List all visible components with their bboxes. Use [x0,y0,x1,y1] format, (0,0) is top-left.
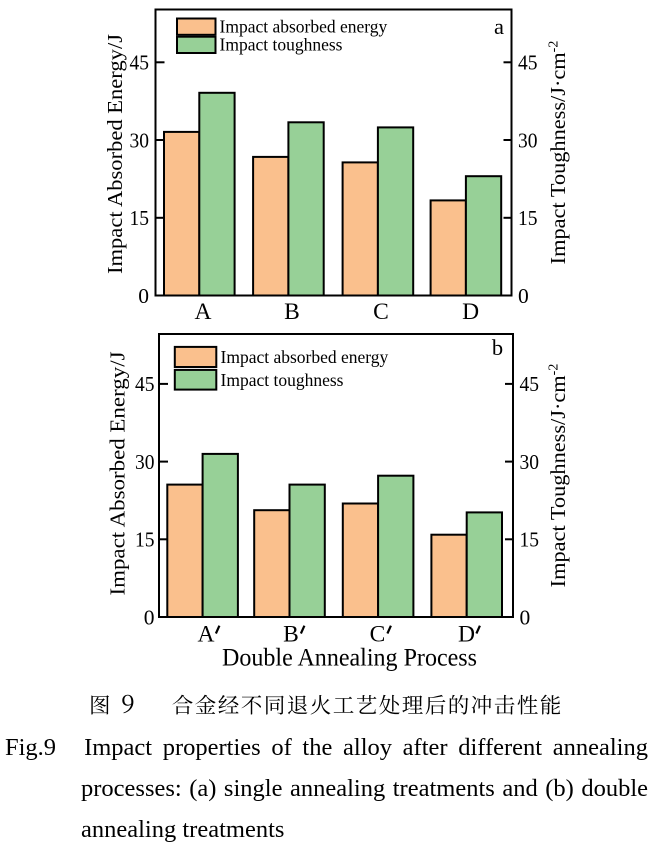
svg-text:Impact Toughness/J·cm-2: Impact Toughness/J·cm-2 [546,41,570,265]
svg-text:Impact Absorbed Energy/J: Impact Absorbed Energy/J [106,352,130,596]
svg-text:D: D [462,299,479,325]
svg-text:0: 0 [520,605,531,629]
svg-text:Impact Toughness/J·cm-2: Impact Toughness/J·cm-2 [546,364,570,588]
svg-text:15: 15 [518,206,538,230]
svg-text:B: B [284,299,300,325]
svg-text:45: 45 [135,372,155,396]
svg-text:b: b [492,335,503,360]
svg-text:30: 30 [130,128,150,152]
svg-text:A: A [195,299,212,325]
svg-text:Impact toughness: Impact toughness [220,35,343,55]
svg-text:30: 30 [135,450,155,474]
svg-text:0: 0 [138,284,149,308]
svg-text:a: a [494,14,504,39]
svg-text:15: 15 [135,528,155,552]
svg-text:C: C [373,299,389,325]
svg-text:Impact Absorbed Energy/J: Impact Absorbed Energy/J [103,34,127,274]
svg-text:0: 0 [144,605,155,629]
svg-text:30: 30 [520,450,540,474]
svg-text:15: 15 [520,528,540,552]
svg-text:D: D [458,622,475,648]
svg-text:C: C [370,622,386,648]
svg-text:Impact absorbed energy: Impact absorbed energy [220,16,388,36]
svg-text:Impact toughness: Impact toughness [221,370,344,390]
svg-text:Impact absorbed energy: Impact absorbed energy [221,347,389,367]
svg-text:Double Annealing Process: Double Annealing Process [222,645,477,672]
svg-text:B: B [283,622,299,648]
svg-text:30: 30 [518,128,538,152]
svg-text:45: 45 [130,51,150,75]
svg-text:A: A [198,622,215,648]
svg-text:45: 45 [518,51,538,75]
svg-text:15: 15 [130,206,150,230]
svg-text:45: 45 [520,372,540,396]
svg-text:0: 0 [518,284,529,308]
